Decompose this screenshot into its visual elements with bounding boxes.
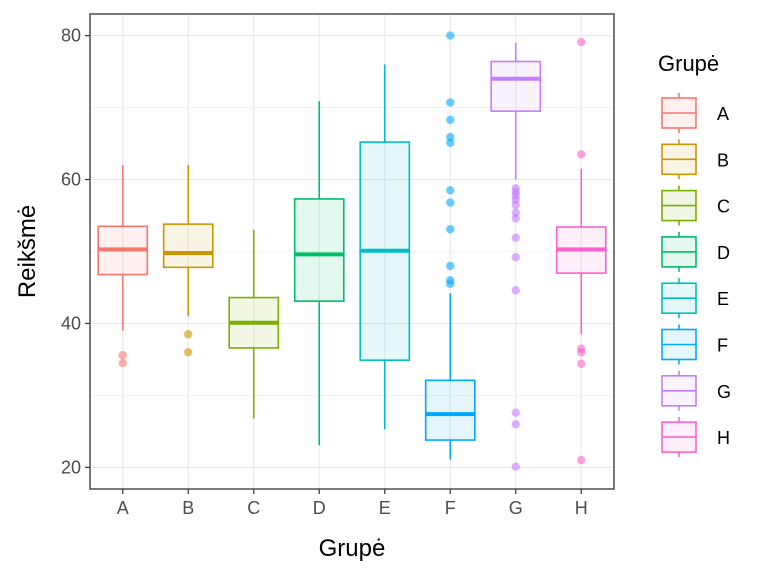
outlier-point — [446, 138, 455, 148]
outlier-point — [577, 150, 586, 159]
outlier-point — [577, 359, 586, 368]
legend-item-D: D — [661, 231, 730, 272]
box-C — [228, 229, 280, 419]
axes-layer: 20 40 60 80 A B C D E F G H — [61, 26, 588, 518]
outlier-point — [511, 233, 520, 243]
x-tick-label: H — [575, 498, 588, 518]
outlier-point — [511, 420, 520, 429]
outlier-point — [577, 348, 586, 357]
legend-label: H — [717, 428, 730, 448]
outlier-point — [577, 37, 586, 47]
outlier-point — [511, 253, 520, 262]
outlier-point — [446, 98, 455, 107]
x-tick-label: C — [247, 498, 260, 518]
box-iqr — [490, 60, 542, 112]
box-iqr — [162, 223, 214, 269]
box-A — [97, 165, 149, 368]
outlier-point — [511, 462, 520, 471]
y-tick-label: 80 — [61, 26, 81, 46]
x-tick-label: G — [509, 498, 523, 518]
outlier-point — [446, 132, 455, 142]
legend-label: C — [717, 197, 730, 217]
legend-item-F: F — [661, 324, 728, 365]
legend-label: F — [717, 336, 728, 356]
outlier-point — [577, 456, 586, 465]
legend-label: B — [717, 150, 729, 170]
boxes-layer — [97, 31, 607, 471]
x-axis-title: Grupė — [319, 535, 386, 562]
box-F — [424, 31, 476, 460]
box-D — [293, 101, 345, 446]
box-G — [490, 42, 542, 471]
x-tick-label: D — [313, 498, 326, 518]
legend-item-E: E — [661, 278, 729, 319]
box-B — [162, 165, 214, 357]
legend-title: Grupė — [658, 51, 719, 76]
legend-label: A — [717, 104, 729, 124]
outlier-point — [511, 286, 520, 295]
x-tick-label: E — [379, 498, 391, 518]
legend-item-H: H — [661, 417, 730, 458]
x-tick-label: F — [445, 498, 456, 518]
legend-items: A B C D E F G H — [661, 93, 731, 458]
outlier-point — [118, 350, 127, 360]
outlier-point — [446, 261, 455, 271]
x-tick-label: A — [117, 498, 129, 518]
legend-item-B: B — [661, 139, 729, 180]
outlier-point — [184, 348, 193, 357]
panel-border — [89, 13, 615, 490]
legend-item-A: A — [661, 93, 729, 133]
legend-label: E — [717, 289, 729, 309]
y-axis-title: Reikšmė — [14, 205, 41, 298]
box-H — [555, 37, 607, 465]
outlier-point — [446, 186, 455, 195]
outlier-point — [446, 224, 455, 234]
outlier-point — [118, 358, 127, 368]
outlier-point — [446, 279, 455, 289]
outlier-point — [446, 115, 455, 124]
box-iqr — [424, 379, 476, 441]
outlier-point — [511, 408, 520, 417]
box-iqr — [293, 198, 345, 302]
outlier-point — [511, 214, 520, 223]
legend-item-C: C — [661, 185, 730, 226]
legend-item-G: G — [661, 370, 731, 411]
outlier-point — [511, 208, 520, 217]
y-tick-label: 20 — [61, 457, 81, 477]
outlier-point — [511, 200, 520, 209]
legend: Grupė A B C D E F G H — [658, 51, 731, 458]
y-tick-label: 40 — [61, 313, 81, 333]
outlier-point — [446, 198, 455, 207]
box-E — [359, 64, 411, 430]
outlier-point — [184, 330, 193, 339]
legend-label: D — [717, 243, 730, 263]
y-tick-label: 60 — [61, 170, 81, 190]
x-tick-label: B — [182, 498, 194, 518]
legend-label: G — [717, 382, 731, 402]
outlier-point — [446, 31, 455, 40]
